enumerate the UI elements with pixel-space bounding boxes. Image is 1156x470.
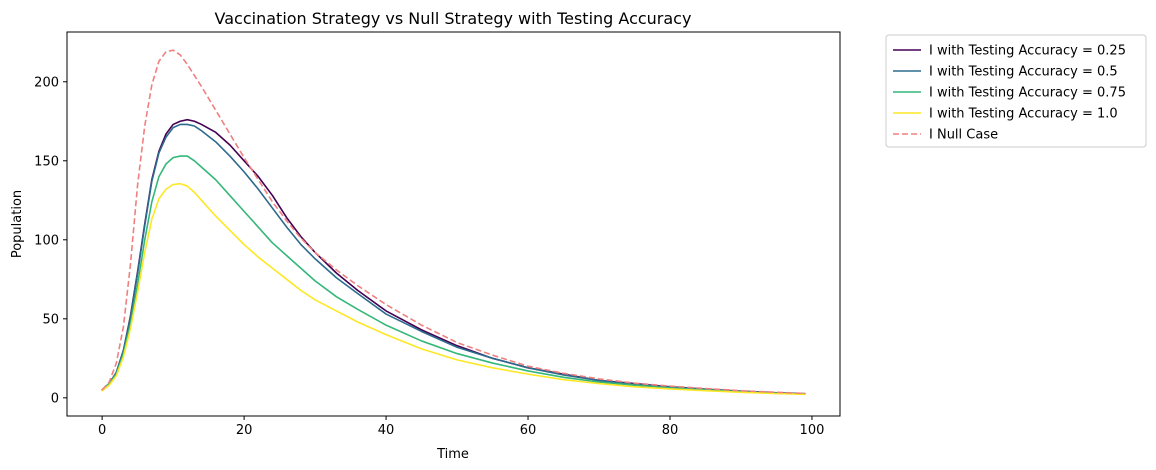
y-tick-label: 100 bbox=[34, 233, 59, 248]
x-tick-label: 80 bbox=[662, 423, 679, 438]
y-tick-label: 0 bbox=[51, 391, 59, 406]
x-tick-label: 20 bbox=[236, 423, 253, 438]
y-tick-label: 50 bbox=[42, 312, 59, 327]
x-axis-label: Time bbox=[436, 447, 469, 462]
y-tick-label: 200 bbox=[34, 75, 59, 90]
x-axis: 0 20 40 60 80 100 bbox=[98, 416, 824, 438]
plot-area bbox=[101, 49, 806, 396]
legend: I with Testing Accuracy = 0.25 I with Tes… bbox=[885, 34, 1147, 148]
x-tick-label: 100 bbox=[800, 423, 825, 438]
y-tick-label: 150 bbox=[34, 154, 59, 169]
series-line-3 bbox=[101, 155, 806, 395]
series-line-2 bbox=[101, 123, 806, 395]
series-line-4 bbox=[101, 182, 806, 396]
x-tick-label: 40 bbox=[378, 423, 395, 438]
legend-label-3: I with Testing Accuracy = 0.75 bbox=[929, 86, 1126, 101]
legend-box bbox=[885, 34, 1147, 148]
plot-frame bbox=[66, 31, 841, 417]
y-axis-label: Population bbox=[10, 190, 25, 258]
chart-title: Vaccination Strategy vs Null Strategy wi… bbox=[215, 9, 692, 28]
legend-label-1: I with Testing Accuracy = 0.25 bbox=[929, 44, 1126, 59]
x-tick-label: 0 bbox=[98, 423, 106, 438]
legend-label-5: I Null Case bbox=[929, 128, 998, 143]
legend-label-2: I with Testing Accuracy = 0.5 bbox=[929, 65, 1118, 80]
y-axis: 0 50 100 150 200 bbox=[34, 75, 67, 406]
x-tick-label: 60 bbox=[520, 423, 537, 438]
legend-label-4: I with Testing Accuracy = 1.0 bbox=[929, 107, 1118, 122]
series-line-5 bbox=[101, 49, 805, 395]
